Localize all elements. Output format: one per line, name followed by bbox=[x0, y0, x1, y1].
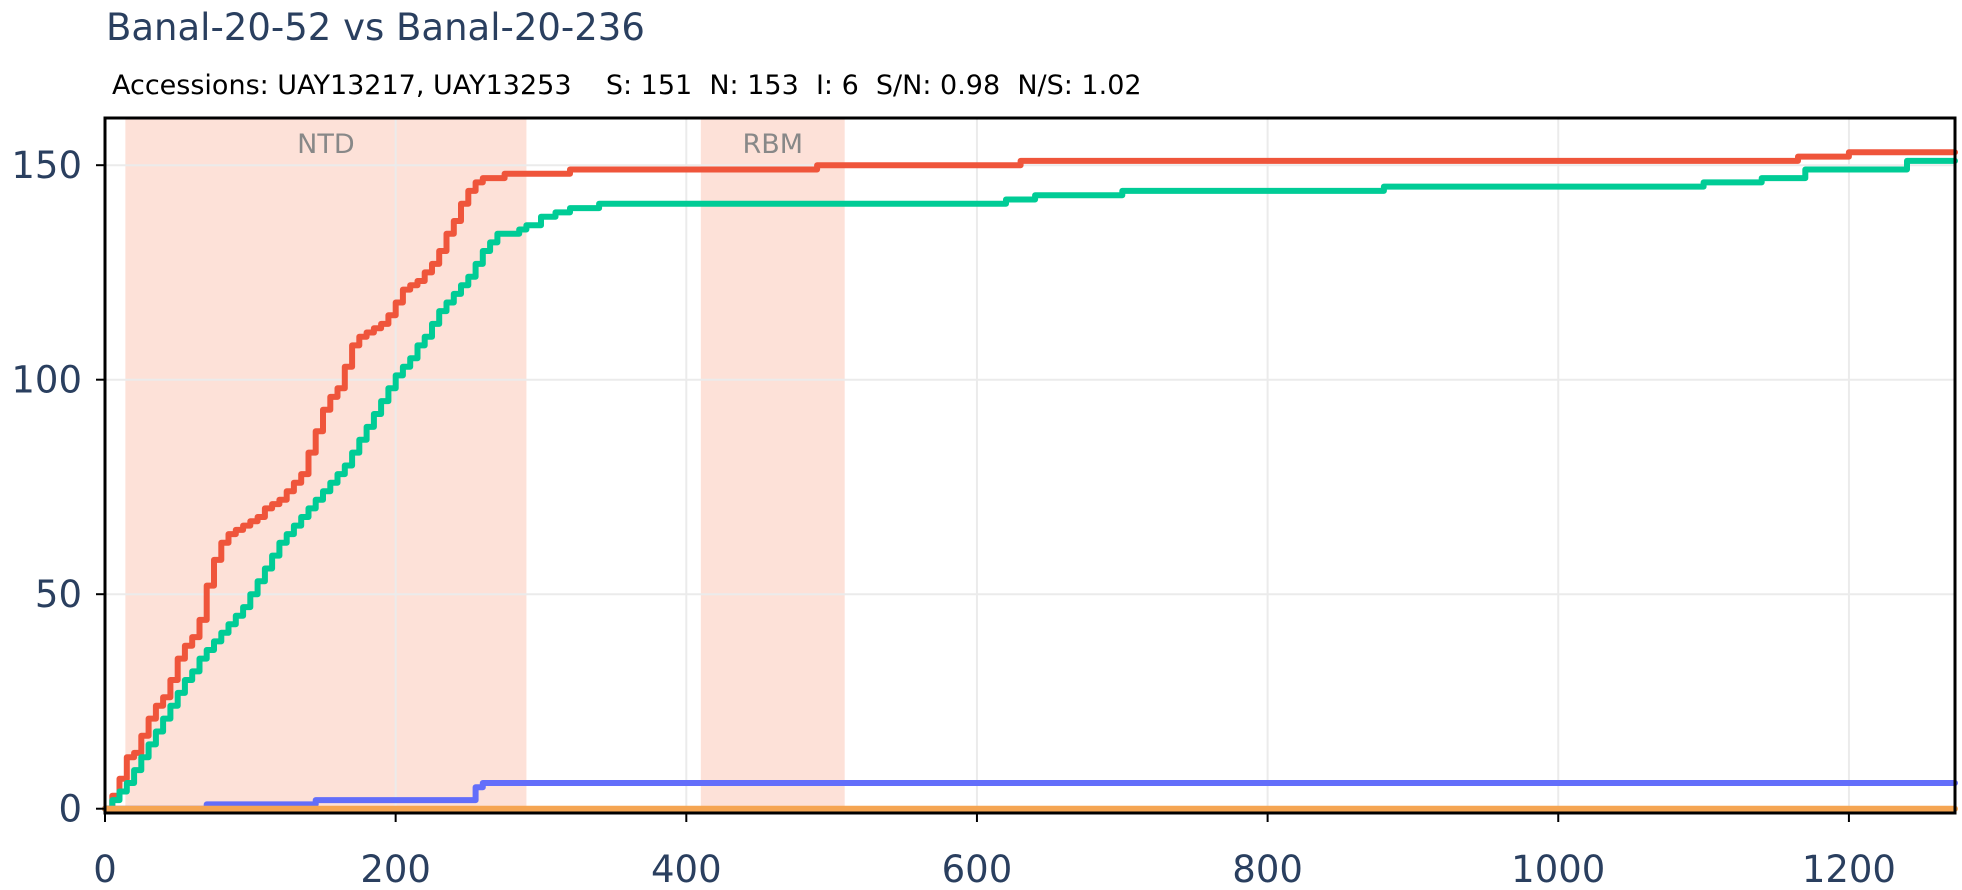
region-label-layer: NTD RBM bbox=[297, 129, 803, 160]
region-label-rbm: RBM bbox=[742, 129, 803, 160]
y-tick-label: 50 bbox=[35, 573, 82, 616]
y-tick-label: 150 bbox=[11, 144, 82, 187]
region-label-ntd: NTD bbox=[297, 129, 354, 160]
regions-layer bbox=[125, 118, 845, 813]
x-tick-label: 400 bbox=[651, 848, 722, 890]
chart-title: Banal-20-52 vs Banal-20-236 bbox=[106, 6, 645, 49]
x-tick-label: 1200 bbox=[1802, 848, 1896, 890]
chart-subtitle: Accessions: UAY13217, UAY13253 S: 151 N:… bbox=[112, 70, 1142, 101]
x-tick-label: 600 bbox=[942, 848, 1013, 890]
series-layer bbox=[102, 149, 1958, 812]
x-tick-label: 200 bbox=[360, 848, 431, 890]
x-tick-label: 1000 bbox=[1511, 848, 1605, 890]
y-tick-label: 0 bbox=[58, 788, 82, 831]
series-line-2 bbox=[102, 157, 1958, 812]
axis-layer: 0 200 400 600 800 1000 1200 0 50 100 150 bbox=[11, 144, 1896, 890]
series-line-1 bbox=[102, 149, 1958, 812]
plot-frame bbox=[103, 116, 1957, 815]
region-ntd bbox=[125, 118, 527, 813]
region-rbm bbox=[700, 118, 845, 813]
y-tick-label: 100 bbox=[11, 359, 82, 402]
x-tick-label: 800 bbox=[1232, 848, 1303, 890]
x-tick-label: 0 bbox=[93, 848, 117, 890]
